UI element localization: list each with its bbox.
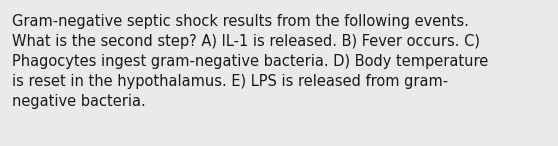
Text: is reset in the hypothalamus. E) LPS is released from gram-: is reset in the hypothalamus. E) LPS is … (12, 74, 448, 89)
Text: What is the second step? A) IL-1 is released. B) Fever occurs. C): What is the second step? A) IL-1 is rele… (12, 34, 480, 49)
Text: Gram-negative septic shock results from the following events.: Gram-negative septic shock results from … (12, 14, 469, 29)
Text: Phagocytes ingest gram-negative bacteria. D) Body temperature: Phagocytes ingest gram-negative bacteria… (12, 54, 488, 69)
Text: negative bacteria.: negative bacteria. (12, 94, 146, 109)
